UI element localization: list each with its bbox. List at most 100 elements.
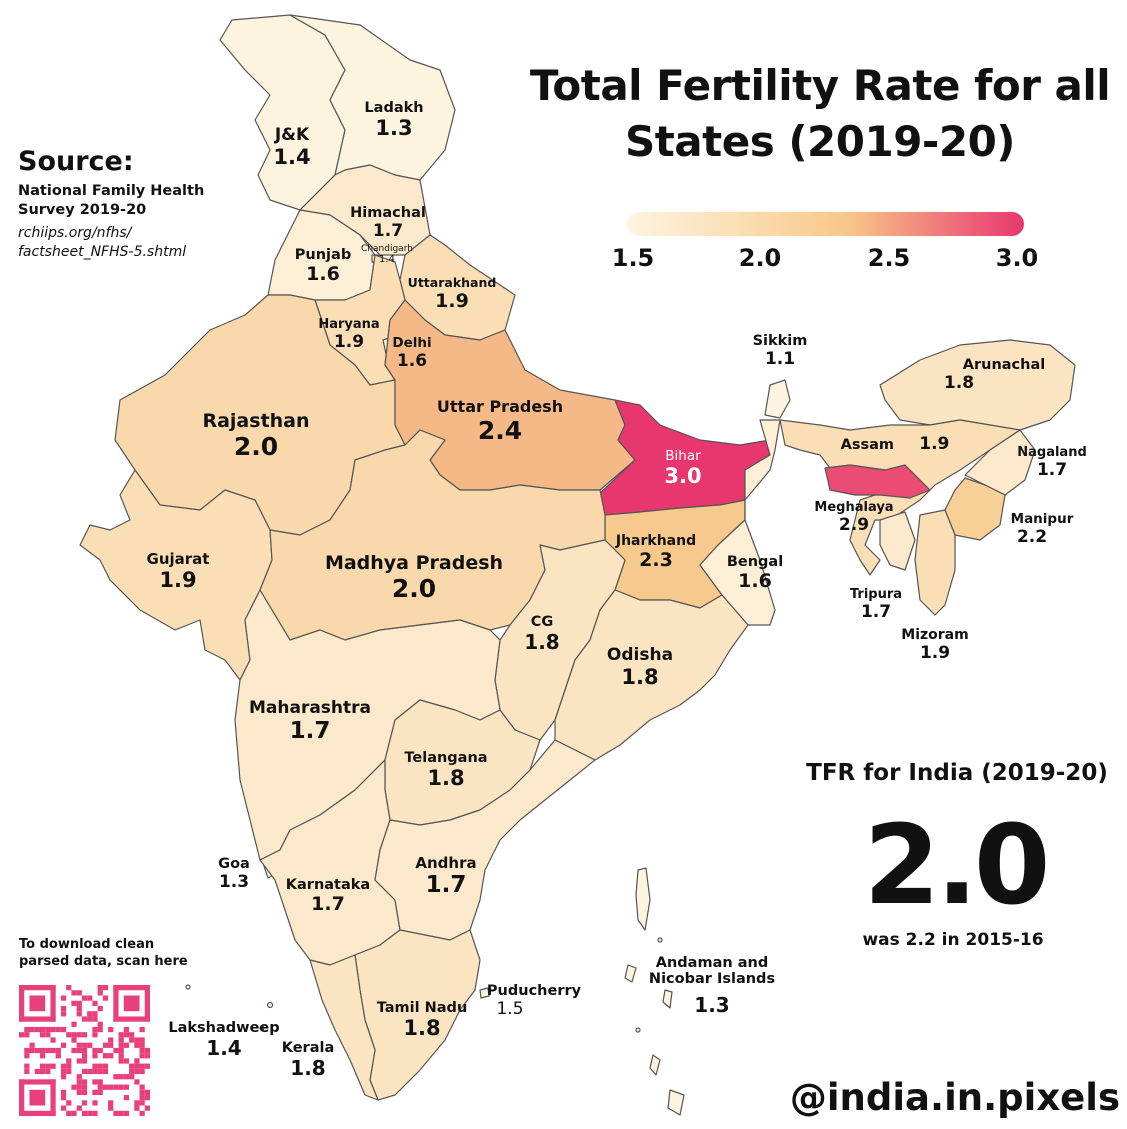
title-line-2: States (2019-20) [624, 117, 1016, 166]
state-name: CG [530, 614, 554, 630]
source-url: rchiips.org/nfhs/ factsheet_NFHS-5.shtml [18, 224, 186, 262]
state-value: 1.7 [289, 718, 331, 744]
state-name: Sikkim [752, 333, 808, 349]
state-name: Karnataka [285, 877, 371, 893]
state-value: 2.4 [477, 416, 523, 445]
label-rajasthan: Rajasthan 2.0 [202, 410, 309, 461]
label-odisha: Odisha 1.8 [607, 645, 673, 689]
state-value: 1.8 [621, 665, 659, 689]
label-arunachal: Arunachal 1.8 [944, 357, 1046, 393]
label-nagaland: Nagaland 1.7 [1017, 445, 1087, 480]
state-value: 1.8 [943, 373, 975, 393]
legend-tick: 1.5 [611, 244, 655, 272]
state-name: Goa [218, 856, 250, 872]
region-tripura[interactable] [879, 511, 916, 571]
state-value: 1.7 [425, 872, 467, 898]
state-value: 1.6 [396, 351, 428, 371]
qr-caption-line-2: parsed data, scan here [19, 954, 188, 969]
label-tamilnadu: Tamil Nadu 1.8 [377, 1000, 468, 1040]
state-name: Lakshadweep [168, 1020, 280, 1036]
label-sikkim: Sikkim 1.1 [753, 333, 808, 369]
state-name: Delhi [392, 335, 432, 351]
label-cg: CG 1.8 [524, 614, 559, 654]
label-jk: J&K 1.4 [273, 125, 310, 169]
label-chandigarh: Chandigarh 1.4 [361, 244, 413, 265]
state-name: Ladakh [364, 100, 424, 116]
state-name: Arunachal [962, 357, 1046, 373]
state-value: 1.9 [159, 568, 197, 592]
state-value: 1.6 [306, 263, 340, 285]
state-value: 1.4 [273, 145, 311, 169]
region-mizoram[interactable] [914, 509, 956, 616]
state-value: 1.5 [496, 999, 524, 1019]
state-name-line-2: Nicobar Islands [648, 971, 776, 987]
region-meghalaya[interactable] [824, 464, 931, 499]
qr-caption: To download clean parsed data, scan here [19, 936, 188, 970]
label-lakshadweep: Lakshadweep 1.4 [168, 1020, 279, 1060]
region-arunachal[interactable] [879, 339, 1076, 431]
state-name: Chandigarh [361, 244, 413, 254]
state-name: Nagaland [1017, 445, 1087, 460]
state-value: 3.0 [664, 464, 702, 488]
label-maharashtra: Maharashtra 1.7 [249, 698, 371, 744]
label-puducherry: Puducherry 1.5 [487, 983, 581, 1019]
region-andhra[interactable] [374, 739, 596, 941]
qr-code-icon[interactable] [19, 985, 150, 1116]
state-value: 1.4 [379, 254, 395, 265]
region-jk[interactable] [219, 14, 346, 211]
region-puducherry[interactable] [479, 987, 490, 999]
state-value: 1.8 [290, 1056, 326, 1080]
legend-tick: 2.0 [738, 244, 782, 272]
label-uttarakhand: Uttarakhand 1.9 [408, 275, 497, 312]
region-andaman[interactable] [624, 867, 685, 1116]
region-manipur[interactable] [944, 477, 1006, 541]
state-name: Puducherry [486, 983, 582, 999]
state-value: 1.7 [1036, 460, 1068, 480]
label-telangana: Telangana 1.8 [404, 750, 487, 790]
label-goa: Goa 1.3 [218, 856, 250, 892]
india-tfr-value: 2.0 [863, 801, 1051, 929]
state-value: 2.9 [838, 515, 870, 535]
state-name: Haryana [318, 317, 380, 332]
label-gujarat: Gujarat 1.9 [147, 550, 210, 592]
label-himachal: Himachal 1.7 [350, 205, 426, 241]
state-value: 1.9 [333, 332, 365, 352]
region-lakshadweep[interactable] [185, 984, 274, 1031]
region-gujarat[interactable] [79, 469, 273, 681]
region-odisha[interactable] [554, 589, 749, 761]
state-name: Odisha [606, 645, 674, 665]
state-value: 2.3 [639, 549, 673, 571]
state-value: 1.7 [311, 893, 345, 915]
state-name: Himachal [350, 205, 426, 221]
label-delhi: Delhi 1.6 [392, 335, 431, 371]
label-assam: Assam 1.9 [841, 434, 950, 454]
state-name: Kerala [281, 1040, 335, 1056]
state-value: 1.3 [375, 116, 413, 140]
title-line-1: Total Fertility Rate for all [529, 61, 1111, 110]
state-value: 1.9 [435, 290, 469, 312]
region-bengal[interactable] [699, 419, 781, 626]
label-haryana: Haryana 1.9 [318, 317, 379, 352]
state-value: 1.8 [524, 630, 560, 654]
state-name: Madhya Pradesh [324, 552, 504, 574]
state-name: Rajasthan [202, 410, 310, 432]
state-name: Telangana [404, 750, 488, 766]
state-name: Uttar Pradesh [436, 397, 564, 416]
label-karnataka: Karnataka 1.7 [286, 877, 370, 915]
state-name: Manipur [1010, 511, 1074, 527]
label-bihar: Bihar 3.0 [664, 448, 701, 488]
state-value: 1.3 [218, 872, 250, 892]
source-name: National Family Health Survey 2019-20 [18, 182, 204, 220]
source-url-line-1: rchiips.org/nfhs/ [18, 225, 132, 241]
state-name-line-1: Andaman and [655, 955, 769, 971]
region-sikkim[interactable] [764, 379, 791, 419]
state-name-text: Assam [840, 437, 895, 453]
label-jharkhand: Jharkhand 2.3 [616, 533, 696, 571]
state-name: Uttarakhand [407, 275, 497, 290]
label-manipur: Manipur 2.2 [971, 511, 1074, 547]
label-tripura: Tripura 1.7 [850, 587, 902, 622]
region-kerala[interactable] [309, 954, 379, 1101]
state-value: 1.1 [764, 349, 796, 369]
state-value: 1.8 [403, 1016, 441, 1040]
label-mp: Madhya Pradesh 2.0 [325, 552, 503, 603]
